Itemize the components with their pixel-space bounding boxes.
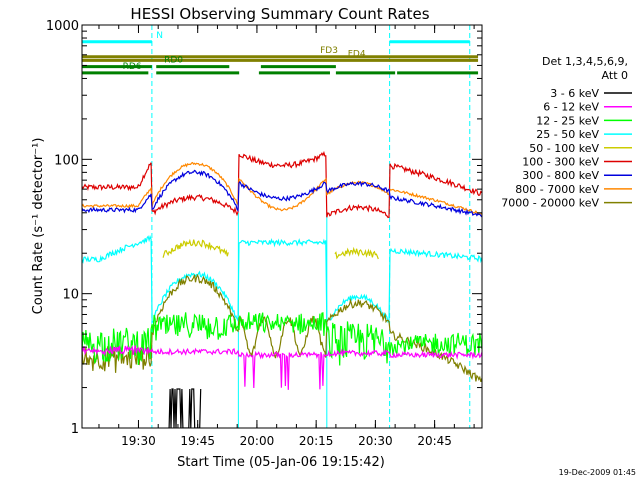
series-line-800-7000-kev	[82, 161, 482, 215]
series-line-50-100-kev	[334, 246, 379, 260]
series-line-6-12-kev	[82, 345, 482, 390]
x-tick-label: 20:45	[417, 434, 452, 448]
flag-label-n: N	[156, 31, 163, 41]
legend-label: 7000 - 20000 keV	[501, 197, 599, 210]
x-tick-label: 19:30	[121, 434, 156, 448]
chart-title: HESSI Observing Summary Count Rates	[130, 5, 429, 23]
footer-timestamp: 19-Dec-2009 01:45	[559, 468, 636, 477]
series-line-12-25-kev	[82, 312, 482, 366]
series-line-25-50-kev	[82, 234, 482, 325]
legend-label: 50 - 100 keV	[529, 142, 599, 155]
series-line-300-800-kev	[82, 169, 482, 218]
y-tick-label: 1	[71, 422, 79, 437]
x-tick-label: 19:45	[180, 434, 215, 448]
x-tick-label: 20:15	[299, 434, 334, 448]
legend-label: 300 - 800 keV	[522, 169, 599, 182]
legend-header-2: Att 0	[602, 69, 628, 82]
plot-area: N FD3 FD4 RD0 RD6	[82, 25, 482, 428]
legend-label: 12 - 25 keV	[536, 114, 599, 127]
x-axis-ticks: 19:30 19:45 20:00 20:15 20:30 20:45	[98, 25, 475, 448]
series-line-7000-20000-kev	[82, 273, 482, 382]
plot-frame	[81, 24, 483, 429]
series-line-3-6-kev	[168, 388, 202, 428]
flag-label-fd4: FD4	[348, 49, 366, 59]
x-tick-label: 20:30	[358, 434, 393, 448]
y-tick-label: 10	[62, 288, 79, 303]
x-tick-label: 20:00	[240, 434, 275, 448]
legend-label: 6 - 12 keV	[543, 101, 599, 114]
flag-label-fd3: FD3	[320, 46, 338, 56]
legend-header-1: Det 1,3,4,5,6,9,	[542, 55, 628, 68]
legend-label: 25 - 50 keV	[536, 128, 599, 141]
x-axis-label: Start Time (05-Jan-06 19:15:42)	[177, 455, 385, 470]
series-line-100-300-kev	[82, 150, 482, 219]
flag-label-rd0: RD0	[164, 56, 183, 66]
legend-label: 800 - 7000 keV	[515, 183, 599, 196]
legend-label: 100 - 300 keV	[522, 156, 599, 169]
y-axis-label: Count Rate (s⁻¹ detector⁻¹)	[31, 138, 46, 315]
y-tick-label: 1000	[46, 19, 79, 34]
y-axis-ticks: 1 10 100 1000	[46, 19, 482, 437]
series-line-50-100-kev	[162, 238, 229, 258]
y-tick-label: 100	[54, 153, 79, 168]
flag-label-rd6: RD6	[123, 62, 142, 72]
legend-label: 3 - 6 keV	[550, 87, 599, 100]
